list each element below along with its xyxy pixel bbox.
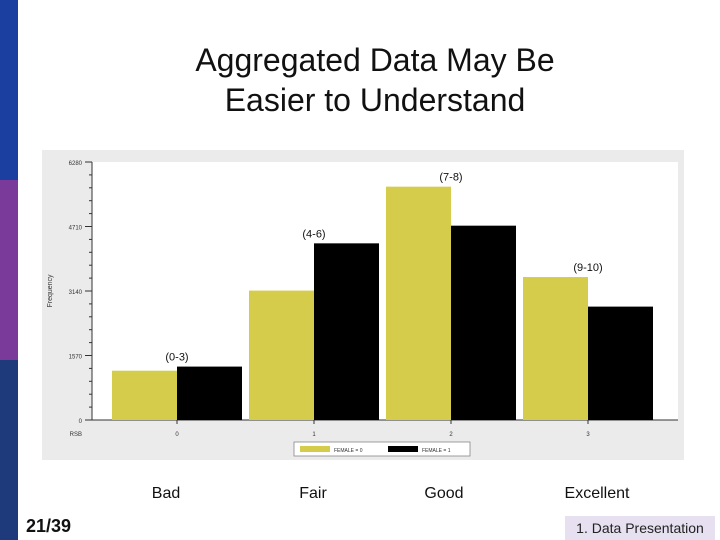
group-label: (0-3) (165, 352, 188, 364)
slide-title-line1: Aggregated Data May Be (195, 42, 555, 78)
x-tick-label: 2 (449, 432, 453, 438)
x-tick-label: 1 (312, 432, 316, 438)
category-label-fair: Fair (299, 485, 327, 502)
slide-title: Aggregated Data May Be Easier to Underst… (150, 40, 600, 120)
bar-female-0-3 (523, 277, 588, 420)
legend-label: FEMALE = 0 (334, 448, 363, 454)
slide-title-line2: Easier to Understand (224, 82, 526, 118)
x-axis-label: RSB (70, 432, 82, 438)
side-bar-middle (0, 180, 18, 360)
section-tag: 1. Data Presentation (565, 516, 715, 540)
group-label: (7-8) (439, 172, 462, 184)
bar-chart: 0 1570 3140 4710 6280 Frequency (0-3) 0 (4-6) 1 (7… (47, 161, 678, 457)
bar-female-0-1 (249, 290, 314, 420)
y-tick-label: 0 (79, 419, 83, 425)
group-label: (9-10) (573, 262, 602, 274)
side-bar-bottom (0, 360, 18, 540)
y-tick-label: 1570 (69, 355, 83, 361)
side-bar-top (0, 0, 18, 180)
bar-female-1-3 (588, 306, 653, 420)
legend-swatch (300, 446, 330, 452)
y-axis-label: Frequency (47, 274, 54, 308)
bar-female-1-2 (451, 225, 516, 420)
chart-panel: 0 1570 3140 4710 6280 Frequency (0-3) 0 (4-6) 1 (7… (42, 150, 684, 460)
bar-female-1-0 (177, 366, 242, 420)
legend-label: FEMALE = 1 (422, 448, 451, 454)
category-label-excellent: Excellent (564, 485, 630, 502)
legend-box (293, 441, 471, 457)
legend-swatch (388, 446, 418, 452)
y-tick-label: 3140 (69, 290, 83, 296)
bar-female-1-1 (314, 243, 379, 420)
bar-female-0-0 (112, 370, 177, 420)
category-label-good: Good (424, 485, 464, 502)
category-label-bad: Bad (151, 485, 181, 502)
y-tick-label: 4710 (69, 226, 83, 232)
slide-number: 21/39 (26, 516, 72, 536)
x-tick-label: 3 (586, 432, 590, 438)
group-label: (4-6) (302, 228, 325, 240)
x-tick-label: 0 (175, 432, 179, 438)
y-tick-label: 6280 (69, 161, 83, 167)
bar-female-0-2 (386, 186, 451, 420)
